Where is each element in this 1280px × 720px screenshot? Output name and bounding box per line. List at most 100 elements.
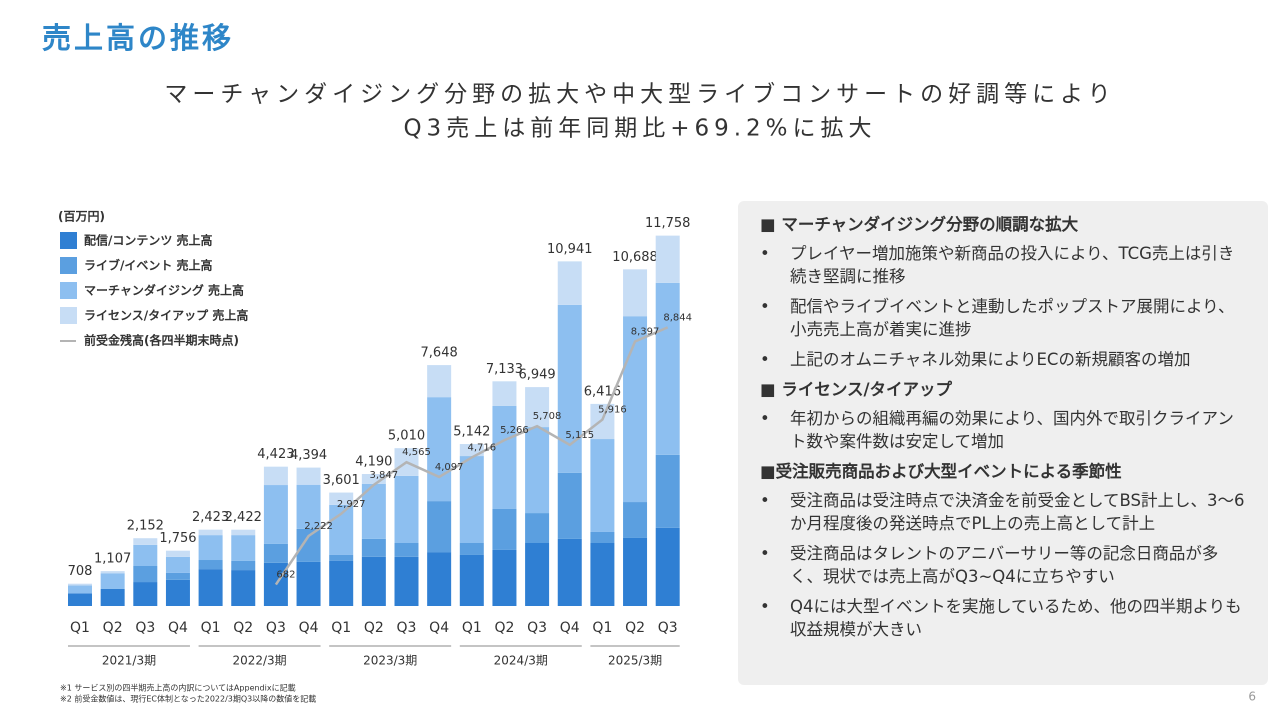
line-value-label: 5,266 xyxy=(500,425,529,436)
total-label: 3,601 xyxy=(323,473,360,488)
x-tick-label: Q2 xyxy=(233,620,253,636)
bullet: • プレイヤー増加施策や新商品の投入により、TCG売上は引き続き堅調に推移 xyxy=(760,242,1246,288)
bullet-text: Q4には大型イベントを実施しているため、他の四半期よりも収益規模が大きい xyxy=(790,597,1242,639)
bar-segment xyxy=(394,556,419,606)
group-label: 2022/3期 xyxy=(232,654,286,668)
bar-segment xyxy=(231,535,256,561)
legend-label: マーチャンダイジング 売上高 xyxy=(84,283,244,298)
bar-segment xyxy=(198,560,223,570)
total-label: 2,152 xyxy=(127,519,164,534)
bar-segment xyxy=(329,492,354,505)
line-value-label: 2,927 xyxy=(337,499,366,510)
line-value-label: 8,397 xyxy=(631,326,660,337)
bar-segment xyxy=(427,552,452,606)
bullet-text: 配信やライブイベントと連動したポップストア展開により、小売売上高が着実に進捗 xyxy=(790,297,1235,339)
x-tick-label: Q2 xyxy=(494,620,514,636)
bar-segment xyxy=(361,474,386,484)
bar-segment xyxy=(165,556,190,573)
bar-segment xyxy=(590,439,615,532)
bar-segment xyxy=(100,588,125,606)
x-tick-label: Q2 xyxy=(103,620,123,636)
bar-segment xyxy=(165,550,190,557)
bar-segment xyxy=(296,484,321,529)
bar-segment xyxy=(557,304,582,473)
group-label: 2021/3期 xyxy=(102,654,156,668)
total-label: 7,648 xyxy=(421,346,458,361)
total-label: 5,142 xyxy=(453,425,490,440)
bar-segment xyxy=(655,454,680,528)
bar-segment xyxy=(68,593,92,606)
bar-segment xyxy=(427,397,452,502)
total-label: 7,133 xyxy=(486,362,523,377)
line xyxy=(274,326,669,586)
x-tick-label: Q4 xyxy=(299,620,319,636)
bar-segment xyxy=(655,527,680,606)
bullet: • 年初からの組織再編の効果により、国内外で取引クライアント数や案件数は安定して増… xyxy=(760,407,1246,453)
bar-segment xyxy=(231,560,256,571)
bar-segment xyxy=(198,529,223,536)
bullet-text: 上記のオムニチャネル効果によりECの新規顧客の増加 xyxy=(790,350,1191,369)
bullet-mark: • xyxy=(760,409,770,428)
bar-segment xyxy=(133,538,158,545)
bullet-text: 年初からの組織再編の効果により、国内外で取引クライアント数や案件数は安定して増加 xyxy=(790,409,1234,451)
line-value-label: 2,222 xyxy=(304,521,333,532)
commentary-panel: ■ マーチャンダイジング分野の順調な拡大 • プレイヤー増加施策や新商品の投入により… xyxy=(738,201,1268,685)
unit-label: (百万円) xyxy=(58,210,105,224)
panel-heading: ■ ライセンス/タイアップ xyxy=(760,380,953,399)
legend-label: 前受金残高(各四半期末時点) xyxy=(84,333,239,348)
bar-segment xyxy=(525,543,550,606)
bar-segment xyxy=(492,549,517,606)
bar-segment xyxy=(263,485,288,544)
line-value-label: 5,708 xyxy=(533,411,562,422)
total-label: 4,394 xyxy=(290,448,327,463)
bar-segment xyxy=(165,579,190,606)
bar-segment xyxy=(459,456,484,543)
bar-segment xyxy=(198,535,223,561)
legend-label: 配信/コンテンツ 売上高 xyxy=(84,233,213,248)
bar-segment xyxy=(329,554,354,561)
bar-segment xyxy=(623,316,648,503)
bar-segment xyxy=(394,543,419,557)
bar-segment xyxy=(68,583,92,586)
x-tick-label: Q3 xyxy=(527,620,547,636)
x-tick-label: Q3 xyxy=(658,620,678,636)
bar-segment xyxy=(525,513,550,543)
bar-segment xyxy=(198,569,223,606)
legend-swatch xyxy=(60,257,77,274)
bar-segment xyxy=(165,572,190,580)
panel-heading: ■ マーチャンダイジング分野の順調な拡大 xyxy=(760,215,1079,234)
page-number: 6 xyxy=(1248,690,1256,704)
headline: マーチャンダイジング分野の拡大や中大型ライブコンサートの好調等により xyxy=(164,82,1115,108)
bar-segment xyxy=(623,502,648,538)
bar-segment xyxy=(557,472,582,539)
bar-segment xyxy=(655,235,680,283)
line-value-label: 682 xyxy=(276,570,295,581)
x-tick-label: Q1 xyxy=(70,620,90,636)
bar-segment xyxy=(655,282,680,455)
bar-segment xyxy=(100,573,125,589)
x-tick-label: Q4 xyxy=(168,620,188,636)
group-label: 2023/3期 xyxy=(363,654,417,668)
bar-segment xyxy=(459,543,484,555)
bar-segment xyxy=(492,405,517,509)
footnote: ※2 前受金数値は、現行EC体制となった2022/3期Q3以降の数値を記載 xyxy=(60,694,316,704)
total-label: 6,949 xyxy=(518,368,555,383)
bar-segment xyxy=(263,543,288,563)
bar-segment xyxy=(557,261,582,305)
bar-segment xyxy=(557,538,582,606)
x-tick-label: Q1 xyxy=(331,620,351,636)
line-value-label: 4,097 xyxy=(435,462,464,473)
bullet: • 受注商品は受注時点で決済金を前受金としてBS計上し、3〜6か月程度後の発送時点… xyxy=(760,489,1246,535)
total-label: 5,010 xyxy=(388,429,425,444)
bar-segment xyxy=(525,427,550,514)
bullet: • 上記のオムニチャネル効果によりECの新規顧客の増加 xyxy=(760,348,1246,371)
bullet-text: 受注商品はタレントのアニバーサリー等の記念日商品が多く、現状では売上高がQ3~Q… xyxy=(790,544,1219,586)
bar-segment xyxy=(623,537,648,606)
total-label: 1,756 xyxy=(159,531,196,546)
bar-segment xyxy=(263,466,288,486)
bar-segment xyxy=(492,381,517,406)
group-label: 2025/3期 xyxy=(608,654,662,668)
bar-segment xyxy=(590,403,615,440)
